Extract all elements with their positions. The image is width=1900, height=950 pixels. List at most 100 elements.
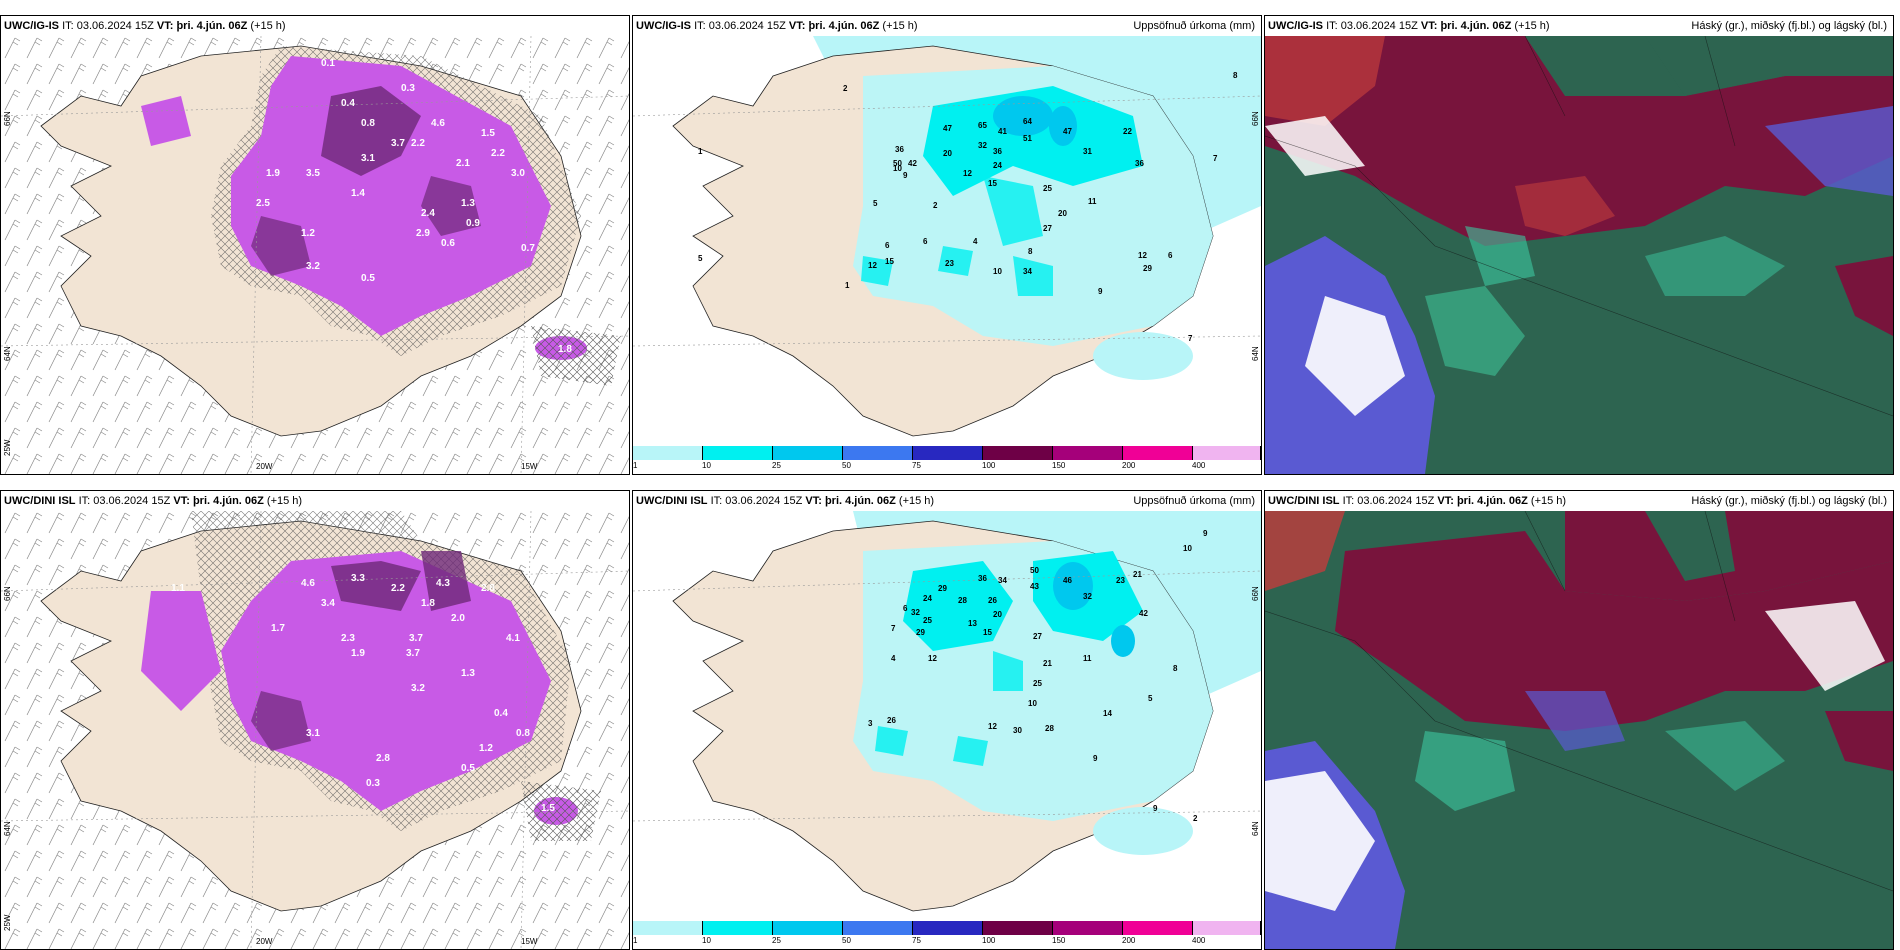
precip-value: 27	[1043, 224, 1052, 233]
precip-value: 25	[1043, 184, 1052, 193]
precip-value: 4	[891, 654, 896, 663]
colorbar-tick: 25	[772, 936, 781, 945]
snow-value: 3.4	[321, 598, 335, 609]
cloud-map	[1265, 36, 1893, 474]
precip-value: 21	[1133, 570, 1142, 579]
panel-title: Uppsöfnuð úrkoma (mm)	[1133, 20, 1255, 32]
precip-value: 36	[1135, 159, 1144, 168]
precip-value: 46	[1063, 576, 1072, 585]
precip-map: 9 10 36 34 50 43 46 32 23 21 29 28 24 32…	[633, 511, 1261, 921]
precip-value: 8	[1028, 247, 1033, 256]
precip-value: 10	[1028, 699, 1037, 708]
it-label: IT:	[1342, 495, 1355, 507]
precip-value: 9	[1098, 287, 1103, 296]
colorbar-swatch	[773, 921, 843, 935]
panel-header: UWC/DINI ISL IT: 03.06.2024 15Z VT: þri.…	[633, 491, 1261, 511]
precip-value: 3	[868, 719, 873, 728]
snow-value: 1.3	[461, 198, 475, 209]
colorbar-tick: 10	[702, 461, 711, 470]
lat-label: 25W	[3, 914, 12, 931]
colorbar-swatch	[633, 921, 703, 935]
precip-value: 10	[1183, 544, 1192, 553]
precip-value: 1	[845, 281, 850, 290]
colorbar-tick: 1	[633, 461, 638, 470]
colorbar-tick: 100	[982, 936, 996, 945]
init-time: 03.06.2024 15Z	[1340, 20, 1418, 32]
precip-value: 28	[1045, 724, 1054, 733]
precip-value: 32	[911, 608, 920, 617]
precip-value: 42	[908, 159, 917, 168]
precip-value: 10	[993, 267, 1002, 276]
precip-value: 7	[1188, 334, 1193, 343]
lead-time: (+15 h)	[1514, 20, 1550, 32]
colorbar-swatch	[1053, 446, 1123, 460]
precip-value: 26	[988, 596, 997, 605]
precip-value: 12	[1138, 251, 1147, 260]
colorbar-swatch	[1123, 921, 1193, 935]
precip-colorbar: 1 10 25 50 75 100 150 200 400	[633, 446, 1261, 474]
precip-value: 12	[963, 169, 972, 178]
model-name: UWC/IG-IS	[1268, 20, 1323, 32]
init-time: 03.06.2024 15Z	[708, 20, 786, 32]
lon-label: 20W	[256, 937, 273, 946]
precip-value: 32	[978, 141, 987, 150]
colorbar-tick: 25	[772, 461, 781, 470]
snow-value: 2.9	[416, 228, 430, 239]
it-label: IT:	[710, 495, 723, 507]
snow-value: 1.9	[351, 648, 365, 659]
precip-value: 28	[958, 596, 967, 605]
lead-time: (+15 h)	[898, 495, 935, 507]
precip-value: 34	[1023, 267, 1032, 276]
snow-value: 3.5	[306, 168, 320, 179]
snow-value: 1.5	[481, 128, 495, 139]
precip-value: 36	[993, 147, 1002, 156]
lead-time: (+15 h)	[266, 495, 303, 507]
colorbar-tick: 200	[1122, 461, 1136, 470]
snow-value: 1.4	[351, 188, 365, 199]
colorbar-swatch	[773, 446, 843, 460]
vt-label: VT:	[173, 495, 190, 507]
lat-label: 25W	[3, 439, 12, 456]
precip-value: 50	[893, 159, 902, 168]
snow-value: 4.6	[431, 118, 445, 129]
model-name: UWC/IG-IS	[4, 20, 59, 32]
lon-label: 20W	[256, 462, 273, 471]
init-time: 03.06.2024 15Z	[76, 20, 154, 32]
precip-value: 22	[1123, 127, 1132, 136]
colorbar-swatch	[703, 446, 773, 460]
precip-value: 12	[868, 261, 877, 270]
colorbar-swatch	[1193, 446, 1261, 460]
snow-value: 1.8	[421, 598, 435, 609]
precip-value: 2	[843, 84, 848, 93]
snow-value: 1.2	[301, 228, 315, 239]
precip-value: 12	[928, 654, 937, 663]
snow-value: 0.8	[361, 118, 375, 129]
colorbar-swatch	[983, 446, 1053, 460]
panel-top-right: UWC/IG-IS IT: 03.06.2024 15Z VT: þri. 4.…	[1264, 15, 1894, 475]
precip-value: 7	[1213, 154, 1218, 163]
colorbar-tick: 200	[1122, 936, 1136, 945]
lat-label: 66N	[3, 111, 12, 126]
panel-header: UWC/DINI ISL IT: 03.06.2024 15Z VT: þri.…	[1265, 491, 1893, 511]
colorbar-swatch	[703, 921, 773, 935]
snow-value: 2.8	[481, 583, 495, 594]
precip-value: 11	[1083, 654, 1092, 663]
precip-value: 65	[978, 121, 987, 130]
precip-value: 24	[923, 594, 932, 603]
precip-value: 13	[968, 619, 977, 628]
precip-value: 29	[1143, 264, 1152, 273]
precip-value: 24	[993, 161, 1002, 170]
precip-value: 15	[983, 628, 992, 637]
snow-value: 0.7	[521, 243, 535, 254]
snow-value: 1.8	[558, 344, 572, 355]
snow-value: 4.6	[301, 578, 315, 589]
lon-label: 15W	[521, 937, 538, 946]
precip-value: 26	[887, 716, 896, 725]
snow-value: 0.5	[461, 763, 475, 774]
colorbar-tick: 150	[1052, 936, 1066, 945]
snow-value: 0.3	[366, 778, 380, 789]
valid-time: þri. 4.jún. 06Z	[1440, 20, 1512, 32]
it-label: IT:	[694, 20, 706, 32]
precip-value: 10	[893, 164, 902, 173]
precip-value: 20	[1058, 209, 1067, 218]
